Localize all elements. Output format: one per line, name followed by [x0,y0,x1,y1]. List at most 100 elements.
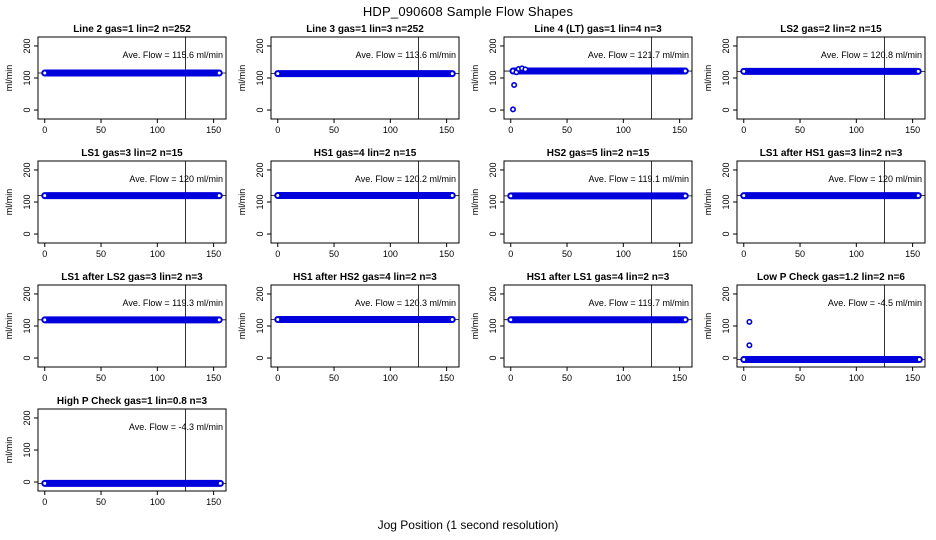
svg-text:100: 100 [721,194,731,209]
panel-plot: Low P Check gas=1.2 lin=2 n=6 0 50 100 150 0 1… [703,272,926,383]
panel: Line 4 (LT) gas=1 lin=4 n=3 0 50 100 150 0 100… [468,22,701,146]
ave-flow-annotation: Ave. Flow = 119.1 ml/min [589,174,689,184]
ave-flow-annotation: Ave. Flow = 120 ml/min [828,174,922,184]
svg-text:50: 50 [96,125,106,135]
svg-text:50: 50 [562,125,572,135]
panel-title: HS1 after HS2 gas=4 lin=2 n=3 [293,272,437,283]
svg-text:0: 0 [22,480,32,485]
panel: Low P Check gas=1.2 lin=2 n=6 0 50 100 150 0 1… [701,270,934,394]
svg-text:0: 0 [721,356,731,361]
svg-text:200: 200 [721,286,731,301]
panel: Line 2 gas=1 lin=2 n=252 0 50 100 150 0 100 200… [2,22,235,146]
panel-plot: LS1 after HS1 gas=3 lin=2 n=3 0 50 100 150 0 1… [703,148,926,259]
svg-text:200: 200 [22,410,32,425]
panel: HS1 after HS2 gas=4 lin=2 n=3 0 50 100 150 0 1… [235,270,468,394]
svg-text:0: 0 [255,108,265,113]
svg-text:0: 0 [22,356,32,361]
svg-text:150: 150 [672,125,687,135]
svg-text:0: 0 [255,356,265,361]
ave-flow-annotation: Ave. Flow = 119.3 ml/min [123,298,223,308]
panel-plot: Line 4 (LT) gas=1 lin=4 n=3 0 50 100 150 0 100… [470,24,693,135]
svg-text:0: 0 [508,249,513,259]
panel: Line 3 gas=1 lin=3 n=252 0 50 100 150 0 100 200… [235,22,468,146]
panel-title: LS1 after LS2 gas=3 lin=2 n=3 [61,272,203,283]
panel-title: HS1 after LS1 gas=4 lin=2 n=3 [527,272,670,283]
panel-plot: Line 3 gas=1 lin=3 n=252 0 50 100 150 0 100 200… [237,24,460,135]
svg-text:150: 150 [905,125,920,135]
svg-text:100: 100 [383,249,398,259]
panel-plot: LS1 gas=3 lin=2 n=15 0 50 100 150 0 100 200 ml/m… [4,148,227,259]
svg-text:100: 100 [488,194,498,209]
panel-plot: Line 2 gas=1 lin=2 n=252 0 50 100 150 0 100 200… [4,24,227,135]
svg-text:100: 100 [721,70,731,85]
svg-text:150: 150 [905,373,920,383]
ave-flow-annotation: Ave. Flow = 120.8 ml/min [821,50,922,60]
panel: HS1 gas=4 lin=2 n=15 0 50 100 150 0 100 200 ml/m… [235,146,468,270]
svg-text:100: 100 [255,318,265,333]
svg-text:100: 100 [255,194,265,209]
svg-text:ml/min: ml/min [470,65,480,92]
svg-text:200: 200 [488,38,498,53]
svg-text:100: 100 [383,373,398,383]
panel-title: High P Check gas=1 lin=0.8 n=3 [57,396,208,407]
svg-text:0: 0 [741,125,746,135]
panel-plot: High P Check gas=1 lin=0.8 n=3 0 50 100 150 0… [4,396,227,507]
svg-text:50: 50 [329,373,339,383]
svg-text:150: 150 [672,249,687,259]
svg-text:0: 0 [508,125,513,135]
svg-text:0: 0 [42,373,47,383]
svg-text:0: 0 [255,232,265,237]
ave-flow-annotation: Ave. Flow = 120 ml/min [129,174,223,184]
svg-text:ml/min: ml/min [703,313,713,340]
ave-flow-annotation: Ave. Flow = -4.5 ml/min [828,298,922,308]
panel-title: Line 3 gas=1 lin=3 n=252 [306,24,424,35]
panel-plot: HS1 gas=4 lin=2 n=15 0 50 100 150 0 100 200 ml/m… [237,148,460,259]
ave-flow-annotation: Ave. Flow = -4.3 ml/min [129,422,223,432]
svg-text:100: 100 [22,318,32,333]
svg-text:100: 100 [150,125,165,135]
svg-text:ml/min: ml/min [237,189,247,216]
svg-text:0: 0 [42,497,47,507]
panel: HS2 gas=5 lin=2 n=15 0 50 100 150 0 100 200 ml/m… [468,146,701,270]
svg-text:200: 200 [22,286,32,301]
svg-text:150: 150 [206,497,221,507]
svg-text:50: 50 [795,373,805,383]
panel: HS1 after LS1 gas=4 lin=2 n=3 0 50 100 150 0 1… [468,270,701,394]
svg-text:50: 50 [329,249,339,259]
svg-text:100: 100 [22,70,32,85]
svg-text:100: 100 [721,318,731,333]
panel: LS1 after LS2 gas=3 lin=2 n=3 0 50 100 150 0 1… [2,270,235,394]
svg-text:ml/min: ml/min [470,313,480,340]
panel-title: Low P Check gas=1.2 lin=2 n=6 [757,272,905,283]
panel-plot: LS1 after LS2 gas=3 lin=2 n=3 0 50 100 150 0 1… [4,272,227,383]
svg-text:50: 50 [795,249,805,259]
svg-text:0: 0 [741,249,746,259]
svg-text:0: 0 [275,125,280,135]
svg-text:0: 0 [275,249,280,259]
svg-text:150: 150 [672,373,687,383]
svg-text:100: 100 [488,70,498,85]
panel: LS1 gas=3 lin=2 n=15 0 50 100 150 0 100 200 ml/m… [2,146,235,270]
svg-text:50: 50 [96,497,106,507]
svg-text:ml/min: ml/min [4,437,14,464]
svg-text:100: 100 [150,373,165,383]
svg-text:ml/min: ml/min [237,65,247,92]
panel-title: LS2 gas=2 lin=2 n=15 [780,24,882,35]
svg-text:100: 100 [616,125,631,135]
svg-text:0: 0 [42,125,47,135]
svg-text:ml/min: ml/min [4,313,14,340]
svg-text:100: 100 [488,318,498,333]
svg-text:0: 0 [721,108,731,113]
panel: LS1 after HS1 gas=3 lin=2 n=3 0 50 100 150 0 1… [701,146,934,270]
ave-flow-annotation: Ave. Flow = 120.2 ml/min [355,174,456,184]
svg-text:200: 200 [22,162,32,177]
svg-text:150: 150 [439,373,454,383]
svg-text:0: 0 [721,232,731,237]
panel-title: HS1 gas=4 lin=2 n=15 [314,148,417,159]
svg-text:50: 50 [96,249,106,259]
svg-text:150: 150 [905,249,920,259]
svg-text:100: 100 [150,249,165,259]
svg-text:100: 100 [22,194,32,209]
panel-title: HS2 gas=5 lin=2 n=15 [547,148,650,159]
svg-text:100: 100 [616,373,631,383]
